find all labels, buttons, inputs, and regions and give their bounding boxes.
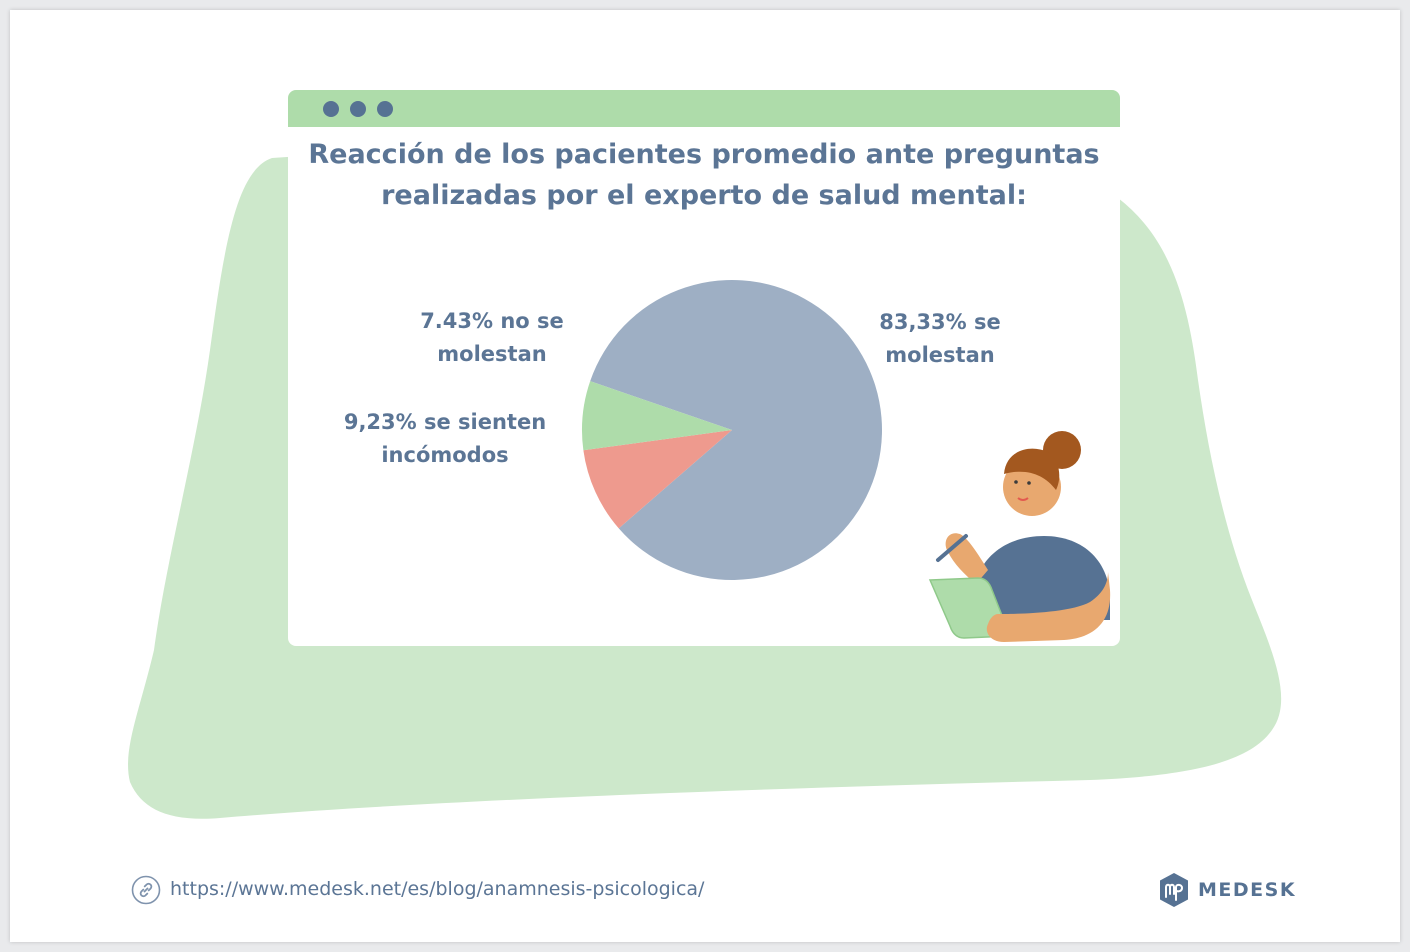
pie-slice-label-line: 9,23% se sienten: [343, 410, 547, 434]
window-dot-icon: [350, 101, 366, 117]
pie-slice-label: 7.43% no se molestan: [412, 305, 572, 371]
pie-slices: [582, 280, 882, 581]
window-dot-icon: [377, 101, 393, 117]
pie-slice-label-line: molestan: [437, 342, 547, 366]
pie-chart: [582, 280, 1111, 642]
pie-slice-label-line: 83,33% se: [879, 310, 1001, 334]
pie-slice: [583, 430, 732, 529]
brand-name: MEDESK: [1198, 879, 1297, 901]
link-icon: [131, 875, 161, 905]
window-titlebar: [288, 90, 1120, 127]
infographic-frame: Reacción de los pacientes promedio ante …: [10, 10, 1400, 942]
chart-window: Reacción de los pacientes promedio ante …: [288, 90, 1120, 646]
pie-slice-label-line: molestan: [885, 343, 995, 367]
window-dot-icon: [323, 101, 339, 117]
medesk-brand: MEDESK: [1156, 872, 1295, 908]
pie-slice-label-line: 7.43% no se: [420, 309, 564, 333]
chart-title-line: Reacción de los pacientes promedio ante …: [308, 139, 1100, 170]
pie-slice: [590, 280, 882, 581]
chart-title: Reacción de los pacientes promedio ante …: [288, 134, 1120, 216]
source-url-link[interactable]: https://www.medesk.net/es/blog/anamnesis…: [170, 878, 705, 900]
chart-title-line: realizadas por el experto de salud menta…: [381, 180, 1027, 211]
pie-slice-label: 83,33% se molestan: [860, 306, 1020, 372]
pie-slice-label-line: incómodos: [381, 443, 509, 467]
person-writing-illustration: [928, 431, 1111, 642]
pie-slice-label: 9,23% se sienten incómodos: [340, 406, 550, 472]
pie-slice: [582, 381, 732, 451]
medesk-logo-icon: [1160, 873, 1188, 907]
